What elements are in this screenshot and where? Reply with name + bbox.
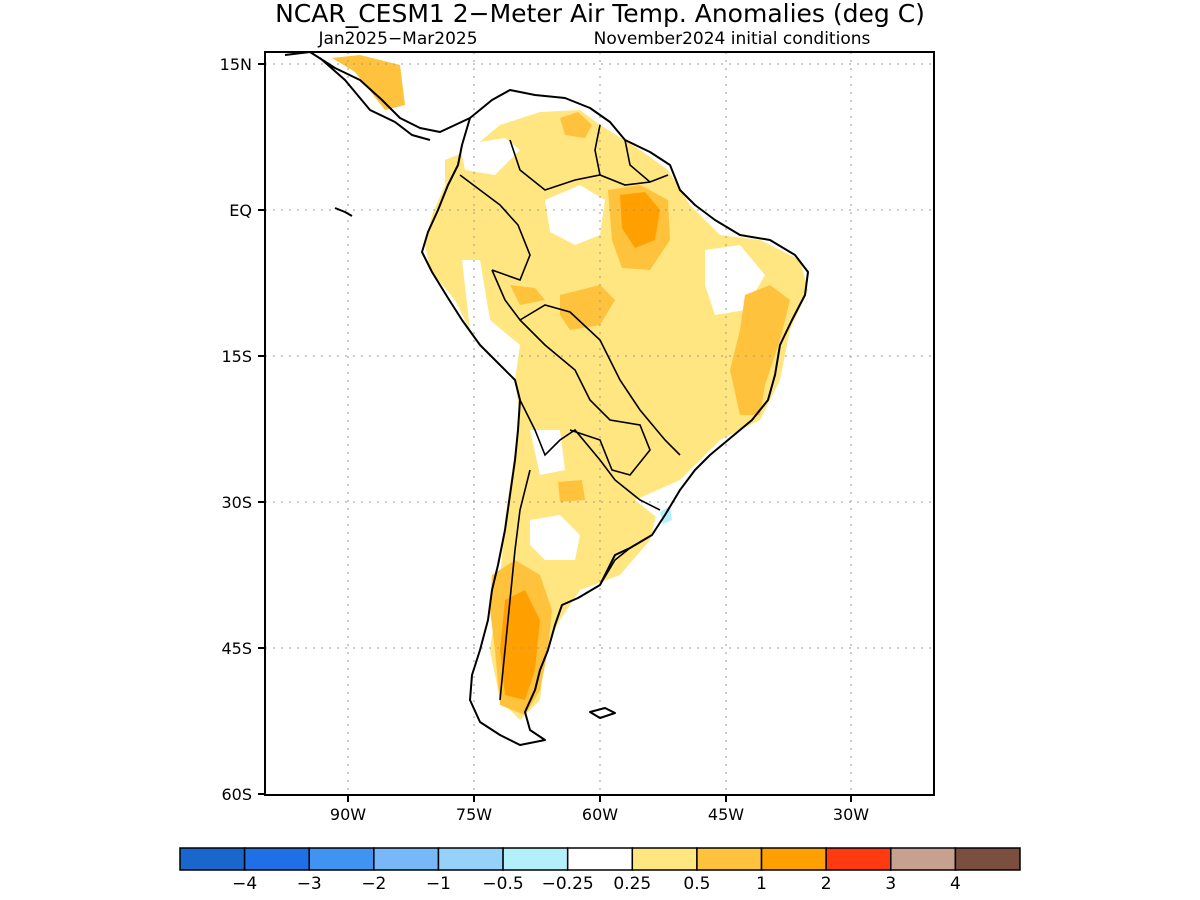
- colorbar-swatch-2: [308, 847, 375, 871]
- colorbar-label-0: −4: [232, 874, 257, 894]
- anomaly-area-orange-4: [560, 285, 615, 330]
- colorbar-label-4: −0.5: [482, 874, 523, 894]
- anomaly-area-orange-7: [558, 480, 585, 502]
- axis-ticks: [258, 63, 852, 802]
- anomaly-area-white-6: [635, 480, 690, 520]
- colorbar: −4 −3 −2 −1 −0.5 −0.25 0.25 0.5 1 2 3 4: [179, 847, 1021, 894]
- lat-label-45s: 45S: [221, 639, 252, 658]
- central-america-coast: [284, 51, 471, 141]
- anomaly-shading: [332, 55, 808, 720]
- colorbar-swatch-5: [502, 847, 569, 871]
- south-america-coast: [421, 89, 809, 746]
- galapagos-islands: [334, 207, 353, 217]
- lon-label-75w: 75W: [456, 805, 492, 824]
- map-subtitle-initial-conditions: November2024 initial conditions: [594, 29, 871, 49]
- map-title: NCAR_CESM1 2−Meter Air Temp. Anomalies (…: [275, 0, 925, 28]
- anomaly-area-white-3: [530, 515, 580, 560]
- lat-label-60s: 60S: [221, 785, 252, 804]
- colorbar-label-6: 0.25: [613, 874, 651, 894]
- falkland-islands: [589, 707, 616, 719]
- lon-label-30w: 30W: [833, 805, 869, 824]
- colorbar-swatch-6: [566, 847, 634, 871]
- anomaly-area-dark-orange-2: [500, 590, 540, 700]
- colorbar-swatch-7: [631, 847, 698, 871]
- colorbar-swatch-1: [243, 847, 310, 871]
- anomaly-area-orange-6: [560, 112, 592, 138]
- anomaly-area-orange-5: [332, 55, 405, 110]
- anomaly-area-orange-8: [510, 285, 545, 305]
- lat-label-15s: 15S: [221, 347, 252, 366]
- colorbar-label-7: 0.5: [683, 874, 710, 894]
- lat-label-eq: EQ: [229, 201, 252, 220]
- country-borders: [459, 124, 681, 701]
- anomaly-area-white-4: [460, 138, 520, 175]
- colorbar-label-10: 3: [885, 874, 896, 894]
- colorbar-swatch-8: [696, 847, 763, 871]
- colorbar-label-3: −1: [426, 874, 451, 894]
- colorbar-label-11: 4: [950, 874, 961, 894]
- colorbar-label-2: −2: [361, 874, 386, 894]
- colorbar-label-5: −0.25: [542, 874, 594, 894]
- lat-label-15n: 15N: [220, 55, 252, 74]
- lon-label-45w: 45W: [708, 805, 744, 824]
- anomaly-area-dark-orange-1: [620, 192, 660, 248]
- colorbar-swatch-9: [760, 847, 827, 871]
- colorbar-swatch-12: [954, 847, 1021, 871]
- colorbar-swatch-4: [437, 847, 504, 871]
- lon-label-90w: 90W: [330, 805, 366, 824]
- colorbar-label-8: 1: [756, 874, 767, 894]
- map-panel: 15N EQ 15S 30S 45S 60S 90W 75W 60W 45W 3…: [220, 51, 935, 824]
- colorbar-swatch-10: [825, 847, 892, 871]
- coastlines: [284, 51, 809, 746]
- colorbar-swatch-0: [179, 847, 246, 871]
- colorbar-label-1: −3: [297, 874, 322, 894]
- anomaly-area-orange-2: [730, 285, 790, 415]
- anomaly-area-white-7: [462, 260, 520, 380]
- colorbar-swatch-3: [373, 847, 440, 871]
- colorbar-label-9: 2: [821, 874, 832, 894]
- lat-label-30s: 30S: [221, 493, 252, 512]
- map-subtitle-period: Jan2025−Mar2025: [317, 29, 477, 49]
- anomaly-area-white-1: [545, 185, 605, 245]
- colorbar-swatch-11: [890, 847, 957, 871]
- lon-label-60w: 60W: [582, 805, 618, 824]
